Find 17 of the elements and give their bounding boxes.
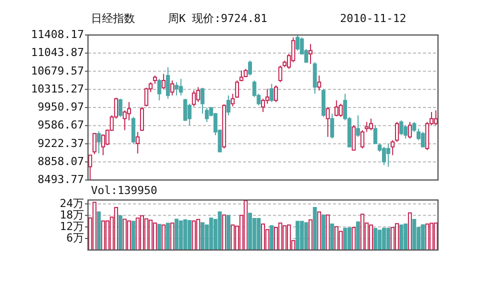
- chart-title: Vol:139950: [91, 184, 158, 197]
- y-tick-label: 24万: [60, 196, 84, 210]
- y-tick-label: 11043.87: [31, 46, 84, 60]
- y-tick-label: 10315.27: [31, 82, 84, 96]
- chart-title: 日经指数: [91, 12, 135, 25]
- y-tick-label: 10679.57: [31, 64, 84, 78]
- y-tick-label: 9950.97: [38, 100, 84, 114]
- y-tick-label: 8493.77: [38, 173, 84, 186]
- y-tick-label: 9222.37: [38, 136, 84, 150]
- text: 2010-11-12: [340, 12, 406, 25]
- y-tick-label: 8858.07: [38, 154, 84, 168]
- y-tick-label: 12万: [60, 220, 84, 233]
- y-tick-label: 6万: [66, 231, 84, 244]
- y-tick-label: 11408.17: [31, 28, 84, 42]
- y-tick-label: 9586.67: [38, 118, 84, 132]
- text: 周K 现价:9724.81: [168, 12, 268, 25]
- y-tick-label: 18万: [60, 208, 84, 222]
